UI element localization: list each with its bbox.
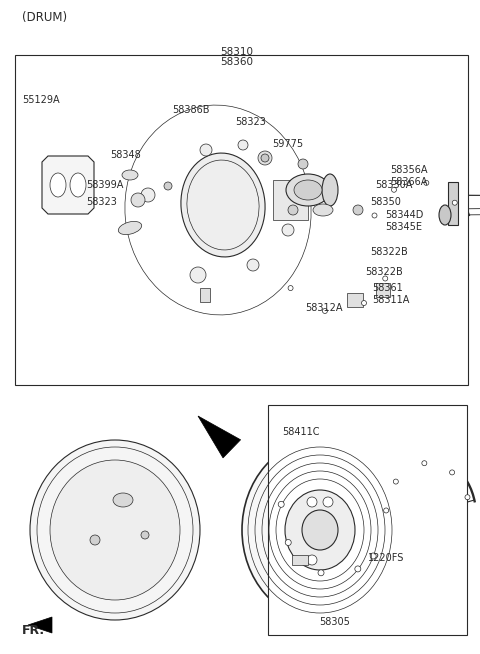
Circle shape — [370, 553, 376, 559]
Circle shape — [164, 182, 172, 190]
Circle shape — [131, 193, 145, 207]
Circle shape — [383, 276, 388, 281]
Circle shape — [288, 286, 293, 290]
Circle shape — [141, 188, 155, 202]
Circle shape — [450, 470, 455, 475]
Ellipse shape — [286, 174, 330, 206]
Ellipse shape — [118, 222, 142, 235]
Circle shape — [361, 301, 367, 305]
Circle shape — [372, 213, 377, 218]
Text: 58361: 58361 — [372, 283, 403, 293]
Circle shape — [384, 508, 389, 513]
Text: 58323: 58323 — [235, 117, 266, 127]
Text: 58344D: 58344D — [385, 210, 423, 220]
Text: 58348: 58348 — [110, 150, 141, 160]
Polygon shape — [448, 182, 458, 225]
Text: 58356A: 58356A — [390, 165, 428, 175]
Circle shape — [282, 224, 294, 236]
Text: 58310: 58310 — [220, 47, 253, 57]
Circle shape — [392, 187, 396, 192]
Ellipse shape — [439, 205, 451, 225]
Polygon shape — [273, 180, 308, 220]
Circle shape — [393, 479, 398, 484]
Text: 58330A: 58330A — [375, 180, 412, 190]
Text: 58322B: 58322B — [365, 267, 403, 277]
Ellipse shape — [322, 174, 338, 206]
Ellipse shape — [70, 173, 86, 197]
Circle shape — [200, 144, 212, 156]
Text: 58399A: 58399A — [86, 180, 123, 190]
Text: 55129A: 55129A — [22, 95, 60, 105]
Ellipse shape — [302, 510, 338, 550]
Text: 58386B: 58386B — [172, 105, 209, 115]
Text: 1220FS: 1220FS — [368, 553, 404, 563]
Text: 58345E: 58345E — [385, 222, 422, 232]
Circle shape — [452, 200, 457, 205]
Circle shape — [318, 570, 324, 576]
Polygon shape — [198, 416, 240, 458]
Polygon shape — [268, 405, 467, 635]
Text: FR.: FR. — [22, 623, 45, 636]
Polygon shape — [15, 55, 468, 385]
Text: 59775: 59775 — [272, 139, 303, 149]
Circle shape — [353, 205, 363, 215]
Ellipse shape — [30, 440, 200, 620]
Text: 58322B: 58322B — [370, 247, 408, 257]
Circle shape — [238, 140, 248, 150]
Text: 58360: 58360 — [220, 57, 253, 67]
Polygon shape — [376, 283, 390, 297]
Circle shape — [190, 267, 206, 283]
Circle shape — [278, 502, 284, 508]
Circle shape — [247, 259, 259, 271]
Ellipse shape — [50, 173, 66, 197]
Polygon shape — [292, 555, 308, 565]
Circle shape — [288, 205, 298, 215]
Ellipse shape — [294, 180, 322, 200]
Circle shape — [141, 531, 149, 539]
Polygon shape — [28, 617, 52, 633]
Circle shape — [285, 540, 291, 545]
Polygon shape — [200, 288, 210, 302]
Text: 58350: 58350 — [370, 197, 401, 207]
Text: 58311A: 58311A — [372, 295, 409, 305]
Circle shape — [323, 497, 333, 507]
Ellipse shape — [313, 204, 333, 216]
Circle shape — [465, 494, 470, 500]
Circle shape — [323, 309, 327, 313]
Circle shape — [258, 151, 272, 165]
Text: 58305: 58305 — [320, 617, 350, 627]
Circle shape — [261, 154, 269, 162]
Ellipse shape — [50, 460, 180, 600]
Circle shape — [307, 497, 317, 507]
Text: 58411C: 58411C — [282, 427, 320, 437]
Ellipse shape — [242, 440, 398, 620]
Circle shape — [90, 535, 100, 545]
Circle shape — [307, 555, 317, 565]
Text: 58312A: 58312A — [305, 303, 343, 313]
Text: (DRUM): (DRUM) — [22, 12, 67, 24]
Ellipse shape — [181, 153, 265, 257]
Ellipse shape — [113, 493, 133, 507]
Circle shape — [298, 159, 308, 169]
Text: 58366A: 58366A — [390, 177, 427, 187]
Circle shape — [355, 566, 361, 572]
Polygon shape — [347, 293, 363, 307]
Ellipse shape — [285, 490, 355, 570]
Ellipse shape — [120, 100, 316, 320]
Ellipse shape — [122, 170, 138, 180]
Text: 58323: 58323 — [86, 197, 117, 207]
Polygon shape — [42, 156, 94, 214]
Circle shape — [424, 181, 429, 185]
Circle shape — [422, 460, 427, 466]
